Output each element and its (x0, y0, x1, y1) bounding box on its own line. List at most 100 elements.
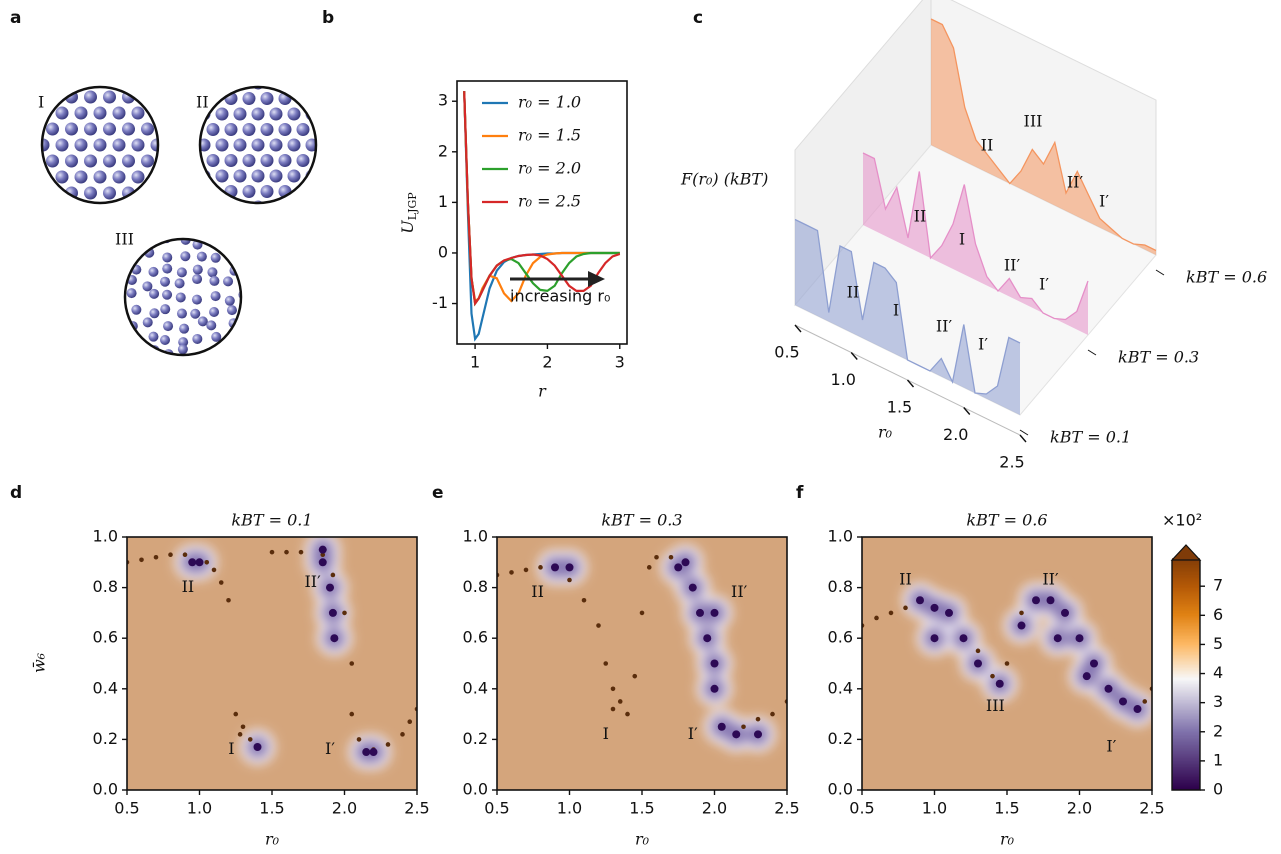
layer-tick (1156, 270, 1164, 275)
annotation: II′ (731, 582, 748, 601)
annotation: II′ (304, 572, 321, 591)
point (299, 550, 304, 555)
particle (151, 203, 164, 216)
legend-label: r₀ = 2.0 (518, 159, 581, 178)
particle (94, 203, 107, 216)
point (319, 558, 327, 566)
particle (258, 249, 268, 259)
particle (160, 364, 170, 374)
ridge-annotation: I′ (1039, 275, 1049, 294)
particle (122, 155, 135, 168)
ridge-annotation: I′ (1099, 192, 1109, 211)
layer-label: kBT = 0.3 (1118, 348, 1199, 367)
x-tick-label: 1.5 (994, 799, 1019, 818)
particle (132, 139, 145, 152)
particle (144, 364, 154, 374)
lattice-label: II (196, 93, 209, 112)
particle (18, 171, 31, 184)
particle (148, 332, 158, 342)
particle (258, 361, 268, 371)
x-tick-label: 2.5 (404, 799, 429, 818)
particle (113, 139, 126, 152)
point (1142, 699, 1147, 704)
particle (148, 267, 158, 277)
point (241, 724, 246, 729)
particle (189, 171, 202, 184)
point (654, 555, 659, 560)
point (1061, 609, 1069, 617)
particle (244, 319, 254, 329)
lattice-label: III (115, 230, 134, 249)
x-tick-label: 1 (470, 353, 480, 372)
particle (261, 185, 274, 198)
particle (189, 154, 202, 167)
particle (100, 319, 110, 329)
particle (297, 216, 310, 229)
point (357, 737, 362, 742)
particle (243, 92, 256, 105)
point (139, 557, 144, 562)
particle (160, 335, 170, 345)
point (696, 609, 704, 617)
y-tick-label: 0.8 (463, 577, 488, 596)
particle (75, 139, 88, 152)
particle (261, 92, 274, 105)
particle (46, 59, 59, 72)
point (362, 748, 370, 756)
point (238, 732, 243, 737)
z-axis-label: F(r₀) (kBT) (680, 170, 768, 189)
particle (209, 307, 219, 317)
particle (160, 187, 173, 200)
particle (94, 171, 107, 184)
particle (84, 155, 97, 168)
particle (279, 61, 292, 74)
chart-title: kBT = 0.1 (231, 511, 312, 530)
particle (84, 59, 97, 72)
particle (170, 203, 183, 216)
particle (170, 75, 183, 88)
particle (189, 61, 202, 74)
point (1083, 672, 1091, 680)
panel-label: a (10, 8, 21, 28)
particle (65, 123, 78, 136)
point (611, 687, 616, 692)
particle (192, 295, 202, 305)
layer-tick (1020, 430, 1028, 435)
particle (170, 139, 183, 152)
particle (171, 61, 184, 74)
colorbar-tick-label: 0 (1213, 780, 1223, 799)
particle (84, 123, 97, 136)
particle (256, 238, 266, 248)
particle (8, 123, 21, 136)
point (349, 661, 354, 666)
particle (117, 347, 127, 357)
particle (198, 201, 211, 214)
particle (0, 59, 2, 72)
particle (261, 266, 271, 276)
particle (132, 203, 145, 216)
point (319, 546, 327, 554)
particle (333, 216, 346, 229)
y-tick-label: 0.2 (93, 729, 118, 748)
particle (198, 77, 211, 90)
particle (333, 154, 346, 167)
particle (180, 139, 193, 152)
point (732, 730, 740, 738)
particle (261, 348, 271, 358)
particle (234, 170, 247, 183)
particle (164, 222, 174, 232)
particle (160, 91, 173, 104)
particle (209, 276, 219, 286)
y-tick-label: 0.6 (93, 628, 118, 647)
x-tick-label: 0.5 (774, 343, 799, 362)
point (349, 712, 354, 717)
particle (0, 139, 12, 152)
point (1119, 697, 1127, 705)
point (632, 674, 637, 679)
point (1019, 611, 1024, 616)
particle (216, 201, 229, 214)
panel-label: e (432, 483, 444, 503)
particle (176, 292, 186, 302)
particle (100, 236, 110, 246)
particle (333, 92, 346, 105)
